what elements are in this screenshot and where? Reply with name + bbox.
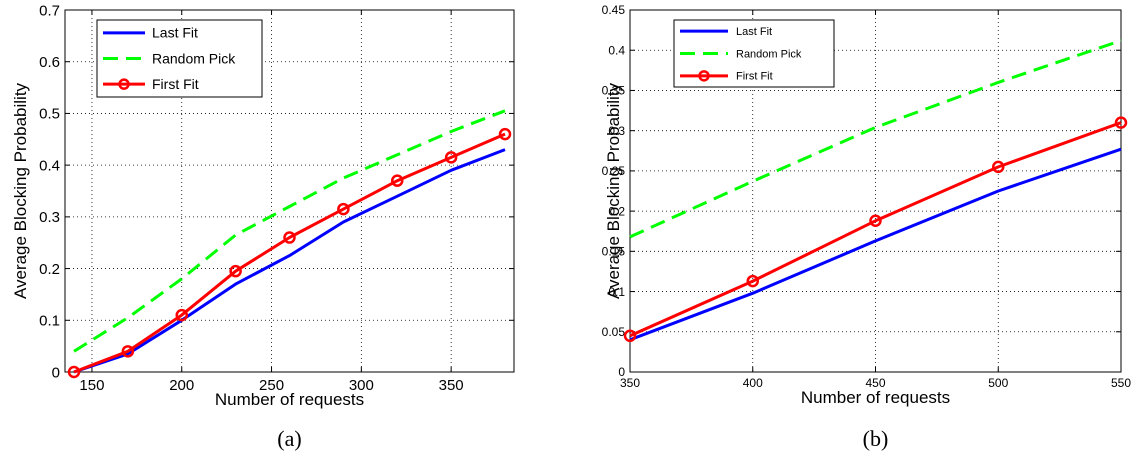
x-tick-label: 400 [743,376,763,390]
data-point-first-fit [623,329,637,343]
y-tick-label: 0 [618,365,625,379]
legend-label: Random Pick [736,48,802,60]
x-tick-label: 150 [79,377,104,394]
y-tick-label: 0.3 [39,209,60,226]
data-point-first-fit [337,202,350,216]
figure-caption: (a) [277,426,301,451]
chart-panel-a: 150 200 250 300 350 0 0.1 0.2 0.3 0.4 0.5 0.6 0.7 Num… [11,2,515,451]
data-point-first-fit [175,308,188,322]
y-tick-label: 0.15 [602,245,626,259]
y-axis-label: Average Blocking Probability [604,82,623,299]
y-tick-label: 0.35 [602,84,626,98]
y-tick-label: 0.4 [608,43,625,57]
y-tick-label: 0.2 [608,204,625,218]
data-point-first-fit [869,214,882,228]
data-point-first-fit [444,151,458,164]
x-axis-label: Number of requests [801,388,950,407]
y-tick-label: 0.4 [39,157,60,174]
x-tick-label: 250 [259,377,284,394]
series-line-last-fit [629,147,1122,342]
data-point-first-fit [121,345,135,358]
y-tick-label: 0.7 [39,2,60,19]
legend-marker [698,70,710,82]
series-line-first-fit [629,121,1122,338]
x-tick-label: 350 [620,376,640,390]
y-tick-label: 0.1 [608,285,625,299]
legend-label: Random Pick [152,50,236,66]
legend-label: First Fit [152,76,199,92]
x-axis-label: Number of requests [215,390,364,409]
data-point-first-fit [1114,116,1128,129]
data-point-first-fit [391,174,404,187]
data-point-first-fit [746,274,759,288]
data-point-first-fit [67,365,81,379]
legend: Last Fit Random Pick First Fit [96,19,263,98]
y-tick-label: 0.25 [602,164,626,178]
y-tick-label: 0.5 [39,106,60,123]
chart-panel-b: 350 400 450 500 550 0 0.05 0.1 0.15 0.2 0.25 0.3 0.3… [602,3,1132,451]
data-point-first-fit [992,160,1005,174]
series-line-random-pick [73,109,506,353]
y-axis-label: Average Blocking Probability [11,82,30,299]
x-tick-label: 450 [865,376,885,390]
y-tick-label: 0.1 [39,313,60,330]
series-line-last-fit [73,148,506,374]
legend-label: Last Fit [736,26,772,38]
data-point-first-fit [498,127,512,141]
x-tick-label: 350 [439,377,464,394]
series-line-first-fit [73,132,506,374]
plot-frame [64,9,515,373]
y-tick-label: 0 [52,364,60,381]
data-point-first-fit [229,264,242,278]
x-tick-label: 200 [169,377,194,394]
y-tick-label: 0.3 [608,124,625,138]
x-tick-label: 500 [988,376,1008,390]
figure-caption: (b) [863,426,889,451]
y-tick-label: 0.6 [39,54,60,71]
legend-label: First Fit [736,71,773,83]
legend: Last Fit Random Pick First Fit [673,19,835,88]
series-line-random-pick [629,39,1122,239]
x-tick-label: 550 [1111,376,1131,390]
legend-label: Last Fit [152,25,198,41]
x-tick-label: 300 [349,377,374,394]
data-point-first-fit [283,231,296,244]
y-tick-label: 0.2 [39,261,60,278]
y-tick-label: 0.05 [602,325,626,339]
legend-marker [118,78,130,90]
y-tick-label: 0.45 [602,3,626,17]
